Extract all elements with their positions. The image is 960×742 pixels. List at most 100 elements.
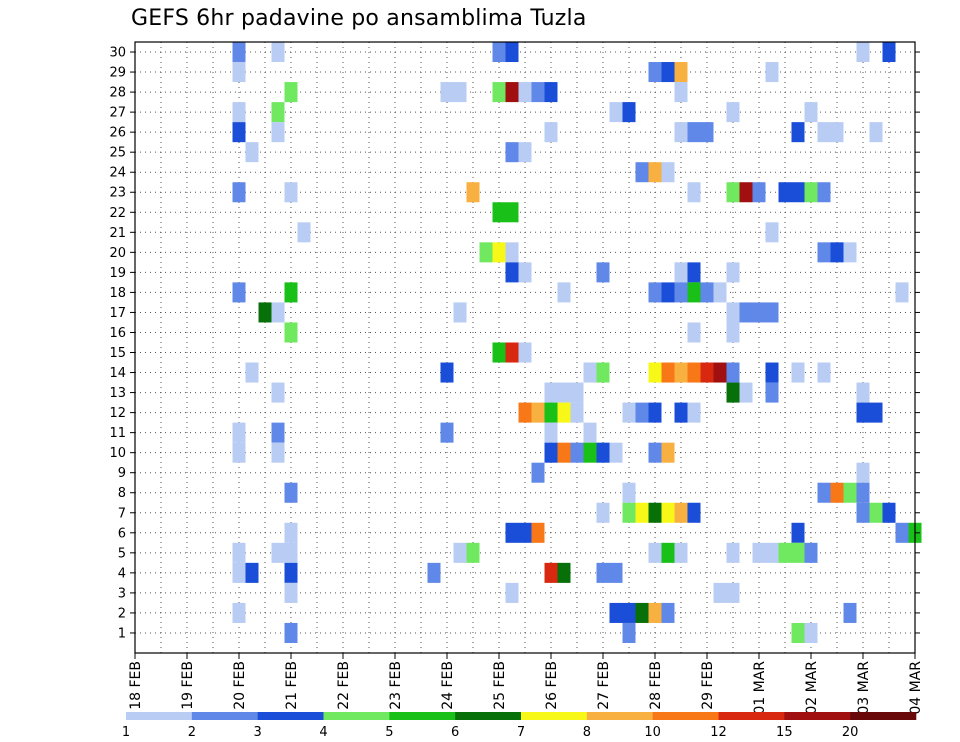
- heatmap-cell: [817, 122, 831, 143]
- heatmap-cell: [271, 542, 285, 563]
- heatmap-cell: [791, 622, 805, 643]
- heatmap-cell: [726, 262, 740, 283]
- heatmap-cell: [232, 442, 246, 463]
- heatmap-cell: [271, 422, 285, 443]
- colorbar-segment: [850, 712, 917, 720]
- heatmap-cell: [713, 282, 727, 303]
- heatmap-cell: [284, 482, 298, 503]
- x-tick-label: 18 FEB: [128, 661, 144, 710]
- heatmap-cell: [674, 62, 688, 83]
- heatmap-cell: [557, 562, 571, 583]
- heatmap-cell: [739, 382, 753, 403]
- heatmap-cell: [544, 122, 558, 143]
- heatmap-cell: [271, 382, 285, 403]
- heatmap-cell: [856, 42, 870, 63]
- heatmap-cell: [453, 302, 467, 323]
- heatmap-cell: [232, 422, 246, 443]
- y-tick-label: 14: [109, 366, 126, 381]
- heatmap-cell: [232, 122, 246, 143]
- heatmap-cell: [687, 362, 701, 383]
- heatmap-cell: [622, 482, 636, 503]
- heatmap-cell: [583, 362, 597, 383]
- colorbar-label: 12: [710, 725, 727, 740]
- heatmap-cell: [557, 442, 571, 463]
- x-tick-label: 03 MAR: [856, 661, 872, 715]
- heatmap-cell: [544, 442, 558, 463]
- heatmap-cell: [284, 322, 298, 343]
- heatmap-cell: [856, 482, 870, 503]
- heatmap-cell: [726, 582, 740, 603]
- heatmap-cell: [505, 42, 519, 63]
- heatmap-cell: [245, 142, 259, 163]
- heatmap-cell: [739, 182, 753, 203]
- heatmap-cell: [271, 302, 285, 323]
- heatmap-cell: [856, 502, 870, 523]
- colorbar-label: 7: [517, 725, 525, 740]
- heatmap-cell: [596, 262, 610, 283]
- heatmap-cell: [596, 502, 610, 523]
- heatmap-cell: [661, 502, 675, 523]
- heatmap-cell: [596, 442, 610, 463]
- heatmap-cell: [622, 502, 636, 523]
- colorbar-segment: [191, 712, 258, 720]
- heatmap-cell: [648, 442, 662, 463]
- y-tick-label: 22: [109, 206, 126, 221]
- y-tick-label: 11: [109, 426, 126, 441]
- heatmap-cell: [232, 542, 246, 563]
- heatmap-cell: [505, 262, 519, 283]
- heatmap-cell: [570, 442, 584, 463]
- heatmap-cell: [544, 562, 558, 583]
- heatmap-cell: [284, 522, 298, 543]
- heatmap-cell: [713, 582, 727, 603]
- heatmap-cell: [648, 62, 662, 83]
- heatmap-cell: [518, 82, 532, 103]
- heatmap-cell: [284, 562, 298, 583]
- heatmap-cell: [843, 482, 857, 503]
- heatmap-cell: [856, 402, 870, 423]
- heatmap-cell: [661, 282, 675, 303]
- x-tick-label: 19 FEB: [180, 661, 196, 710]
- heatmap-cell: [505, 142, 519, 163]
- heatmap-cell: [232, 282, 246, 303]
- heatmap-cell: [804, 542, 818, 563]
- colorbar-segment: [323, 712, 390, 720]
- y-tick-label: 19: [109, 266, 126, 281]
- plot-frame: [134, 41, 916, 654]
- y-tick-label: 25: [109, 146, 126, 161]
- colorbar-segment: [718, 712, 785, 720]
- colorbar-segment: [455, 712, 522, 720]
- heatmap-cell: [583, 442, 597, 463]
- heatmap-cell: [661, 362, 675, 383]
- heatmap-cell: [817, 242, 831, 263]
- heatmap-cell: [297, 222, 311, 243]
- heatmap-cell: [830, 122, 844, 143]
- heatmap-cell: [843, 242, 857, 263]
- heatmap-cell: [544, 382, 558, 403]
- colorbar-label: 1: [122, 725, 130, 740]
- y-tick-label: 28: [109, 86, 126, 101]
- heatmap-cell: [726, 322, 740, 343]
- y-tick-label: 7: [118, 506, 126, 521]
- y-tick-label: 9: [118, 466, 126, 481]
- heatmap-cell: [609, 602, 623, 623]
- heatmap-cell: [661, 602, 675, 623]
- heatmap-cell: [726, 382, 740, 403]
- y-tick-label: 29: [109, 66, 126, 81]
- heatmap-cell: [622, 622, 636, 643]
- heatmap-cell: [271, 442, 285, 463]
- heatmap-cell: [518, 262, 532, 283]
- heatmap-cell: [557, 402, 571, 423]
- heatmap-cell: [531, 462, 545, 483]
- y-tick-label: 1: [118, 626, 126, 641]
- heatmap-cell: [687, 402, 701, 423]
- heatmap-cell: [557, 282, 571, 303]
- x-tick-label: 23 FEB: [388, 661, 404, 710]
- y-tick-label: 5: [118, 546, 126, 561]
- heatmap-cell: [492, 82, 506, 103]
- heatmap-cell: [518, 402, 532, 423]
- heatmap-cell: [765, 382, 779, 403]
- heatmap-cell: [505, 522, 519, 543]
- heatmap-cell: [661, 542, 675, 563]
- heatmap-cell: [245, 562, 259, 583]
